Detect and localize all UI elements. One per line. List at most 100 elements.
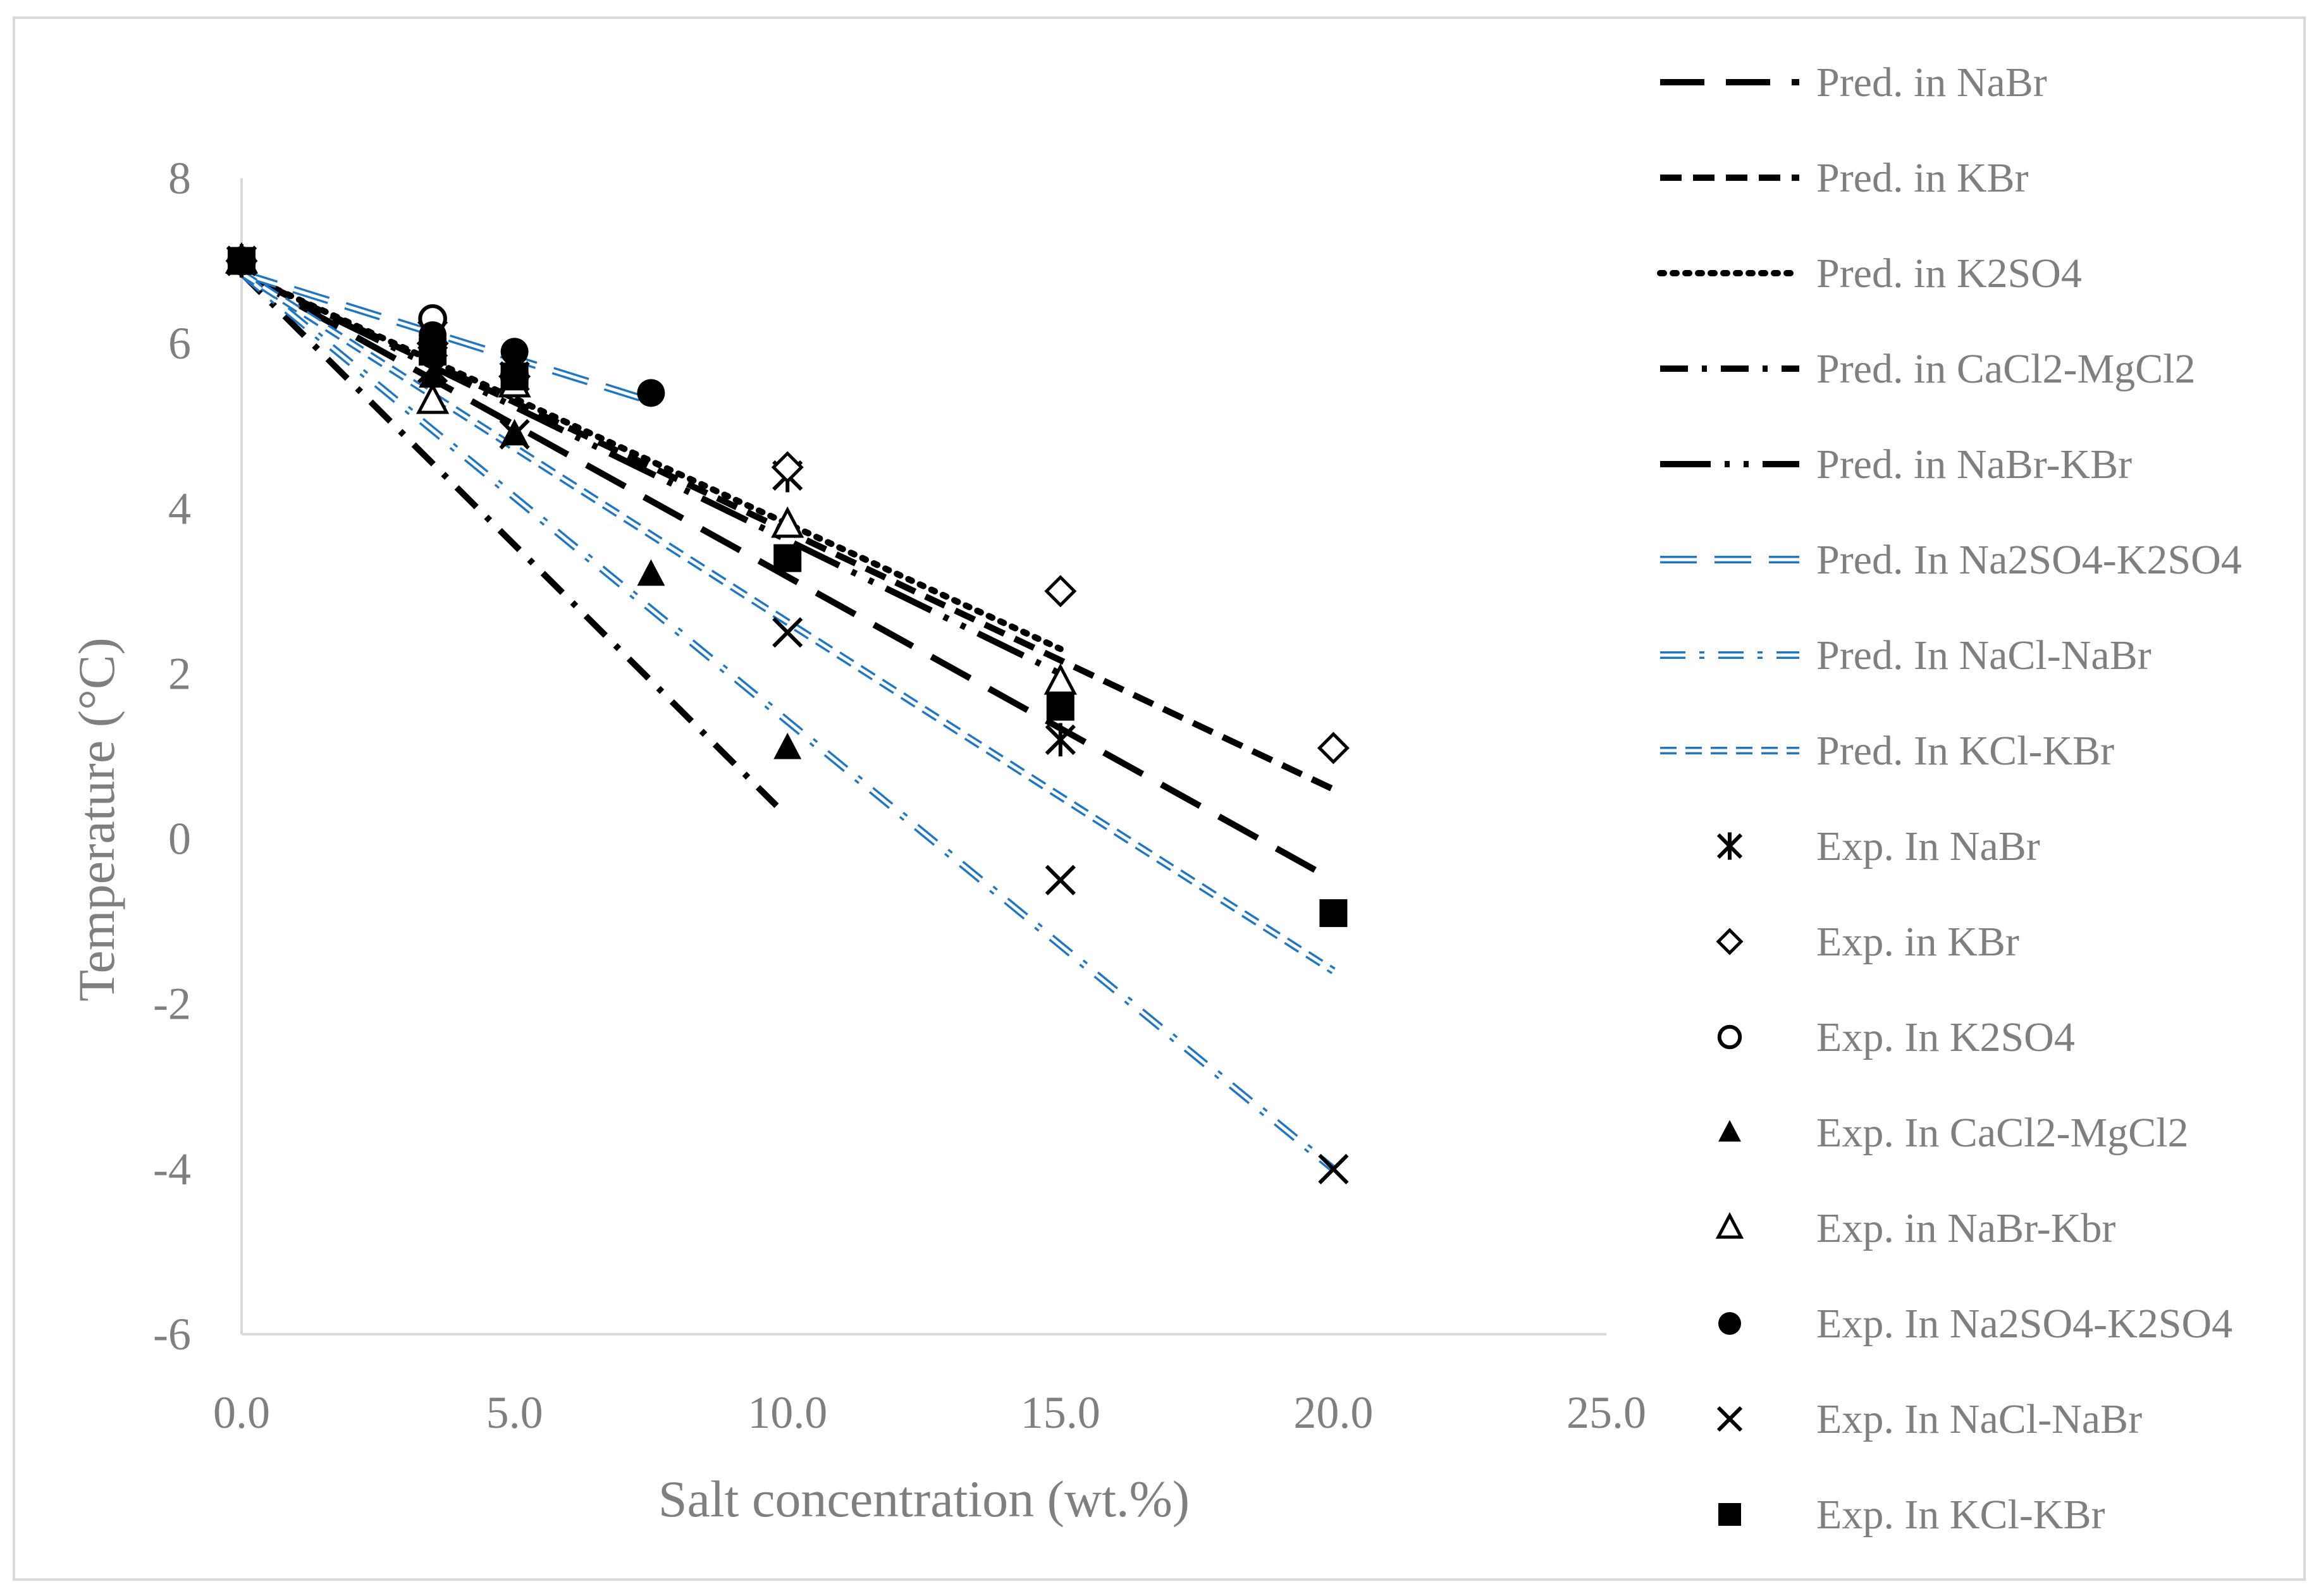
legend-entry: Pred. In KCl-KBr <box>1660 728 2114 774</box>
data-point-shape <box>771 451 804 484</box>
series-line-2 <box>238 270 1064 653</box>
y-tick-label: 4 <box>168 483 191 534</box>
data-point-shape <box>1044 575 1077 608</box>
legend-swatch-marker-stroke <box>1716 1406 1743 1432</box>
data-point <box>772 617 803 648</box>
data-point <box>500 338 529 366</box>
legend-swatch-marker-shape <box>1718 1312 1741 1335</box>
legend-label: Pred. in NaBr-KBr <box>1816 441 2132 488</box>
legend-label: Pred. in CaCl2-MgCl2 <box>1816 346 2196 392</box>
line-segment <box>240 270 1335 883</box>
data-point-shape <box>773 732 802 759</box>
x-tick-label: 15.0 <box>1021 1387 1100 1438</box>
data-point <box>1044 575 1077 608</box>
data-point <box>773 544 802 572</box>
x-tick-label: 25.0 <box>1567 1387 1646 1438</box>
legend-entry: Pred. in K2SO4 <box>1657 250 2082 297</box>
data-point-shape <box>500 338 529 366</box>
data-point <box>500 362 529 391</box>
legend-swatch-marker-shape <box>1716 928 1744 955</box>
data-point-shape <box>500 362 529 391</box>
legend-entry: Pred. in CaCl2-MgCl2 <box>1660 346 2196 392</box>
series-line-6 <box>239 270 1336 1172</box>
data-point-stroke <box>1318 1153 1349 1184</box>
legend-label: Exp. in NaBr-Kbr <box>1816 1205 2115 1251</box>
legend-label: Pred. in KBr <box>1816 155 2029 201</box>
data-point <box>416 382 450 414</box>
legend-swatch-marker <box>1718 1312 1741 1335</box>
legend-swatch-marker <box>1716 832 1743 860</box>
y-tick-label: 2 <box>168 648 191 699</box>
line-segment-inner <box>240 272 1334 973</box>
data-point-shape <box>228 247 255 275</box>
data-point-shape <box>1317 732 1350 764</box>
legend-entry: Exp. In NaCl-NaBr <box>1716 1396 2142 1442</box>
legend-label: Exp. In K2SO4 <box>1816 1014 2075 1060</box>
data-point-shape <box>419 361 447 388</box>
data-point <box>637 379 665 407</box>
legend-entry: Pred. in NaBr <box>1660 59 2047 106</box>
legend-label: Exp. In CaCl2-MgCl2 <box>1816 1110 2189 1156</box>
series-points-15 <box>228 247 1348 928</box>
data-point-shape <box>637 379 665 407</box>
series-line-7 <box>239 270 1336 974</box>
legend-entry: Pred. in KBr <box>1660 155 2029 201</box>
data-point-stroke <box>772 617 803 648</box>
data-point <box>1046 692 1074 721</box>
data-point <box>1318 1153 1349 1184</box>
data-point-shape <box>773 544 802 572</box>
data-point <box>419 338 447 366</box>
legend-entry: Exp. In CaCl2-MgCl2 <box>1718 1110 2189 1156</box>
legend-entry: Exp. in NaBr-Kbr <box>1715 1205 2115 1251</box>
data-point <box>228 247 255 275</box>
data-point-shape <box>1319 899 1348 928</box>
legend-label: Exp. In Na2SO4-K2SO4 <box>1816 1301 2232 1347</box>
legend-entry: Exp. In KCl-KBr <box>1718 1492 2105 1538</box>
legend-label: Pred. in NaBr <box>1816 59 2047 106</box>
data-point-shape <box>416 382 450 414</box>
legend-swatch-marker-shape <box>1718 1503 1741 1526</box>
line-segment <box>239 271 779 808</box>
data-point-shape <box>771 506 804 538</box>
legend-label: Exp. In NaBr <box>1816 823 2040 869</box>
x-tick-label: 5.0 <box>486 1387 543 1438</box>
legend-entry: Exp. In K2SO4 <box>1717 1014 2075 1060</box>
data-point <box>637 559 665 586</box>
legend-swatch-marker-shape <box>1717 1024 1742 1050</box>
figure-border <box>13 16 2306 1581</box>
legend-entry: Exp. In NaBr <box>1716 823 2040 869</box>
data-point <box>771 506 804 538</box>
y-tick-label: 8 <box>168 153 191 204</box>
data-point <box>499 419 530 450</box>
line-segment <box>240 270 1062 677</box>
series-line-4 <box>240 270 1062 677</box>
data-point-shape <box>1046 692 1074 721</box>
axes: 0.0 5.0 10.0 15.0 20.0 25.0 -6 -4 -2 0 2 4 6 8 Salt co… <box>68 153 1646 1528</box>
legend-swatch-marker <box>1718 1503 1741 1526</box>
legend-swatch-marker <box>1717 1024 1742 1050</box>
legend-swatch-marker <box>1716 1406 1743 1432</box>
legend-entry: Pred. In NaCl-NaBr <box>1660 632 2152 678</box>
y-tick-label: 6 <box>168 318 191 369</box>
series-line-5 <box>240 269 653 405</box>
legend-label: Pred. In NaCl-NaBr <box>1816 632 2152 678</box>
y-tick-label: -6 <box>153 1309 191 1360</box>
legend-swatch-marker <box>1716 928 1744 955</box>
data-point <box>1317 732 1350 764</box>
data-point <box>1319 899 1348 928</box>
legend-entry: Exp. in KBr <box>1716 919 2019 965</box>
data-point-shape <box>419 338 447 366</box>
legend-label: Pred. In Na2SO4-K2SO4 <box>1816 537 2242 583</box>
legend-entry: Pred. in NaBr-KBr <box>1660 441 2132 488</box>
data-point <box>773 732 802 759</box>
x-tick-label: 0.0 <box>213 1387 270 1438</box>
legend-swatch-marker <box>1718 1120 1741 1142</box>
y-tick-label: 0 <box>168 814 191 864</box>
legend-swatch-marker-shape <box>1718 1120 1741 1142</box>
y-tick-label: -4 <box>153 1144 191 1194</box>
legend-label: Exp. In KCl-KBr <box>1816 1492 2105 1538</box>
legend-label: Exp. in KBr <box>1816 919 2019 965</box>
line-segment <box>238 270 1064 653</box>
